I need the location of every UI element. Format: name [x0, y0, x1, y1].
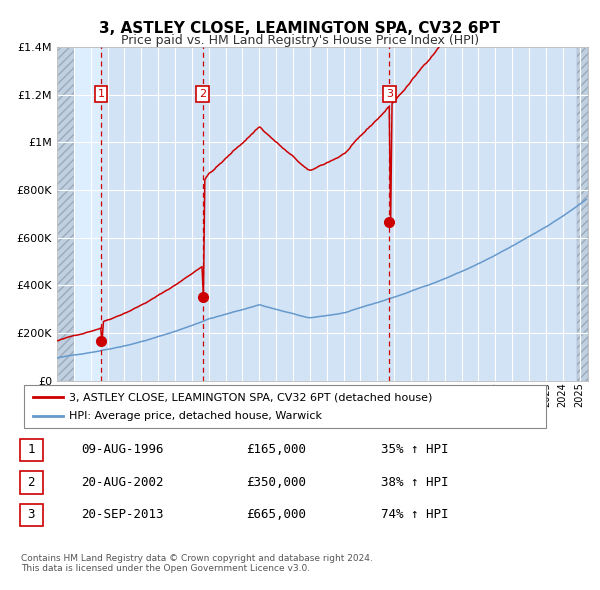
Bar [389, 47, 577, 381]
Bar [101, 47, 203, 381]
Text: £350,000: £350,000 [246, 476, 306, 489]
Text: 74% ↑ HPI: 74% ↑ HPI [381, 508, 449, 522]
Text: 35% ↑ HPI: 35% ↑ HPI [381, 443, 449, 457]
Text: 1: 1 [97, 89, 104, 99]
Text: 2: 2 [199, 89, 206, 99]
Text: 3, ASTLEY CLOSE, LEAMINGTON SPA, CV32 6PT: 3, ASTLEY CLOSE, LEAMINGTON SPA, CV32 6P… [100, 21, 500, 35]
Text: 38% ↑ HPI: 38% ↑ HPI [381, 476, 449, 489]
Text: 1: 1 [28, 443, 35, 457]
Text: 3: 3 [28, 508, 35, 522]
Text: 20-AUG-2002: 20-AUG-2002 [81, 476, 163, 489]
Bar [57, 47, 74, 381]
Text: 20-SEP-2013: 20-SEP-2013 [81, 508, 163, 522]
Text: Price paid vs. HM Land Registry's House Price Index (HPI): Price paid vs. HM Land Registry's House … [121, 34, 479, 47]
Text: £665,000: £665,000 [246, 508, 306, 522]
Bar [203, 47, 389, 381]
Text: 3, ASTLEY CLOSE, LEAMINGTON SPA, CV32 6PT (detached house): 3, ASTLEY CLOSE, LEAMINGTON SPA, CV32 6P… [69, 392, 433, 402]
Text: Contains HM Land Registry data © Crown copyright and database right 2024.: Contains HM Land Registry data © Crown c… [21, 554, 373, 563]
Text: 09-AUG-1996: 09-AUG-1996 [81, 443, 163, 457]
Text: This data is licensed under the Open Government Licence v3.0.: This data is licensed under the Open Gov… [21, 565, 310, 573]
Bar [577, 47, 588, 381]
Text: HPI: Average price, detached house, Warwick: HPI: Average price, detached house, Warw… [69, 411, 322, 421]
Text: 2: 2 [28, 476, 35, 489]
Text: 3: 3 [386, 89, 393, 99]
Text: £165,000: £165,000 [246, 443, 306, 457]
